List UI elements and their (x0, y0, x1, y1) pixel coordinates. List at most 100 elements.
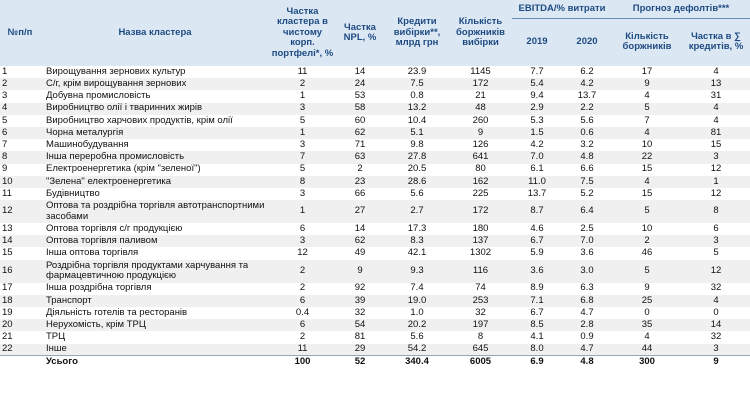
cell-cluster-name: Нерухомість, крім ТРЦ (40, 319, 270, 332)
cell-cluster-name: Інша переробна промисловість (40, 151, 270, 164)
cell-npl-share: 63 (335, 151, 385, 164)
cell-default-count: 22 (612, 151, 682, 164)
cell-ebitda-2020: 5.2 (580, 187, 594, 199)
cell-ebitda-2020: 5.6 (580, 114, 594, 126)
cell-npl-share: 39 (335, 294, 385, 307)
cell-default-count: 2 (612, 235, 682, 248)
cell-npl-share: 92 (354, 282, 366, 294)
cell-default-share: 4 (713, 114, 719, 126)
cell-borrowers: 180 (472, 223, 489, 234)
cell-cluster-name: Оптова торгівля паливом (40, 235, 270, 248)
total-cell-ebitda-2020: 4.8 (562, 355, 612, 369)
cell-borrowers: 260 (472, 114, 489, 126)
total-cell-number (0, 355, 40, 369)
table-row: 15 Інша оптова торгівля 12 49 42.1 1302 5.9 3.6… (0, 247, 750, 259)
table-row: 2 С/г, крім вирощування зернових 2 24 7.5 172… (0, 78, 750, 91)
cell-credits: 10.4 (407, 114, 427, 126)
cell-borrowers: 1145 (470, 66, 491, 77)
cell-ebitda-2019: 1.5 (512, 126, 562, 140)
cell-credits: 0.8 (410, 90, 424, 102)
cell-npl-share: 32 (354, 307, 366, 318)
table-row: 13 Оптова торгівля с/г продукцією 6 14 17.3 1… (0, 223, 750, 235)
cell-portfolio-share: 5 (299, 114, 306, 126)
cell-borrowers: 253 (449, 294, 512, 307)
cell-portfolio-share: 3 (299, 187, 306, 199)
cell-default-share: 4 (682, 294, 750, 307)
cell-ebitda-2020: 13.7 (577, 90, 597, 102)
cell-portfolio-share: 1 (270, 200, 335, 224)
cell-ebitda-2020: 3.0 (562, 259, 612, 283)
total-cell-borrowers: 6005 (449, 355, 512, 369)
cell-cluster-name: Виробництво олії і тваринних жирів (40, 102, 270, 115)
table-row: 10 "Зелена" електроенергетика 8 23 28.6 162 11… (0, 175, 750, 188)
cell-default-share: 5 (713, 247, 719, 259)
cell-cluster-name: Інша оптова торгівля (46, 247, 139, 259)
cell-cluster-name: Оптова та роздрібна торгівля автотранспо… (40, 200, 270, 224)
cell-credits: 27.8 (385, 151, 449, 164)
cell-ebitda-2019: 6.7 (530, 307, 544, 318)
cell-npl-share: 14 (354, 66, 366, 77)
cell-borrowers: 172 (449, 78, 512, 91)
cell-number: 1 (2, 66, 8, 77)
cell-ebitda-2019: 5.9 (530, 247, 544, 259)
cell-borrowers: 80 (475, 163, 486, 175)
cell-npl-share: 81 (354, 331, 366, 343)
cell-ebitda-2020: 2.8 (562, 319, 612, 332)
table-row: 9 Електроенергетика (крім "зеленої") 5 2 20.… (0, 164, 750, 176)
cell-npl-share: 54 (335, 319, 385, 332)
table-row: 1 Вирощування зернових культур 11 14 23.9 114… (0, 66, 750, 78)
total-cell-default-share: 9 (682, 355, 750, 369)
cell-cluster-name: ТРЦ (46, 331, 66, 343)
cell-borrowers: 137 (449, 235, 512, 248)
cell-default-count: 4 (644, 331, 650, 343)
cell-number: 5 (2, 114, 8, 126)
cell-ebitda-2020: 7.0 (562, 235, 612, 248)
cell-default-count: 46 (641, 247, 653, 259)
total-row: Усього 100 52 340.4 6005 6.9 4.8 300 9 (0, 355, 750, 369)
cell-portfolio-share: 3 (270, 235, 335, 248)
cell-number: 4 (0, 102, 40, 115)
cell-portfolio-share: 5 (299, 163, 306, 175)
table-row: 8 Інша переробна промисловість 7 63 27.8 641 7… (0, 151, 750, 164)
cell-borrowers: 21 (475, 90, 486, 102)
table-row: 22 Інше 11 29 54.2 645 8.0 4.7 44 3 (0, 343, 750, 356)
cell-number: 19 (2, 307, 13, 318)
cell-ebitda-2020: 6.6 (580, 163, 594, 175)
table-row: 14 Оптова торгівля паливом 3 62 8.3 137 6.7 7.0… (0, 235, 750, 248)
header-default-count: Кількість боржників (622, 30, 672, 52)
cell-number: 21 (2, 331, 13, 343)
cell-default-count: 15 (641, 163, 653, 175)
cell-number: 16 (0, 259, 40, 283)
header-num: №п/п (7, 26, 33, 38)
cell-number: 3 (2, 90, 8, 102)
cell-ebitda-2019: 3.6 (512, 259, 562, 283)
cell-borrowers: 48 (449, 102, 512, 115)
cell-cluster-name: Роздрібна торгівля продуктами харчування… (40, 259, 270, 283)
cell-default-count: 25 (612, 294, 682, 307)
cell-cluster-name: Добувна промисловість (46, 90, 151, 102)
table-row: 21 ТРЦ 2 81 5.6 8 4.1 0.9 4 32 (0, 331, 750, 343)
cell-npl-share: 9 (335, 259, 385, 283)
cell-default-count: 4 (612, 126, 682, 140)
cell-ebitda-2019: 13.7 (527, 187, 547, 199)
cell-cluster-name: Будівництво (46, 187, 100, 199)
table-header: №п/п Назва кластера Частка кластера в чи… (0, 0, 750, 66)
header-default-credit-share: Частка в ∑ кредитів, % (688, 30, 744, 52)
cell-number: 17 (2, 282, 13, 294)
cell-credits: 19.0 (385, 294, 449, 307)
total-cell-credits: 340.4 (385, 355, 449, 369)
cell-default-share: 12 (710, 187, 722, 199)
cell-number: 14 (0, 235, 40, 248)
table-row: 4 Виробництво олії і тваринних жирів 3 58 13… (0, 102, 750, 115)
cell-credits: 20.5 (407, 163, 427, 175)
cell-default-share: 81 (682, 126, 750, 140)
cell-ebitda-2020: 6.3 (580, 282, 594, 294)
cell-default-share: 12 (682, 259, 750, 283)
cell-number: 10 (0, 175, 40, 188)
cell-portfolio-share: 8 (270, 175, 335, 188)
total-cell-default-count: 300 (612, 355, 682, 369)
cell-ebitda-2020: 7.5 (562, 175, 612, 188)
cell-borrowers: 172 (449, 200, 512, 224)
cell-ebitda-2019: 8.5 (512, 319, 562, 332)
cell-credits: 54.2 (385, 343, 449, 356)
